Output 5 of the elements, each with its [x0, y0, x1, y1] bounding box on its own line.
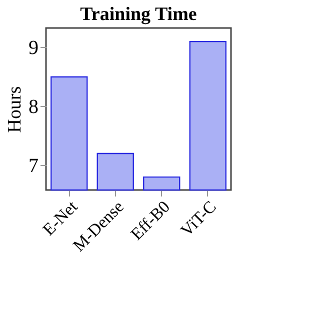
chart-title: Training Time [80, 4, 197, 25]
y-tick-label: 8 [28, 96, 38, 118]
y-tick-label: 9 [28, 36, 38, 59]
y-tick-label: 7 [28, 154, 38, 177]
y-axis-title: Hours [4, 86, 26, 133]
